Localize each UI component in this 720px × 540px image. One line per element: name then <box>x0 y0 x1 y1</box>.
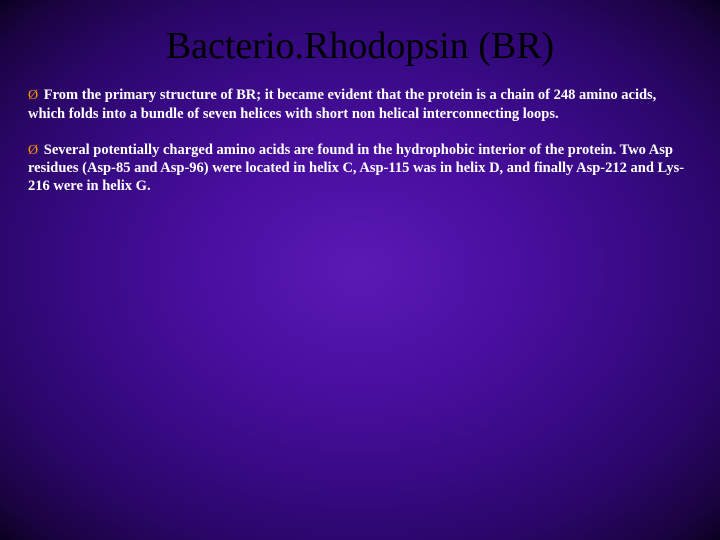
bullet-text: Several potentially charged amino acids … <box>28 142 684 195</box>
bullet-item: Ø Several potentially charged amino acid… <box>28 141 692 196</box>
slide-title: Bacterio.Rhodopsin (BR) <box>0 0 720 86</box>
bullet-item: Ø From the primary structure of BR; it b… <box>28 86 692 123</box>
bullet-marker-icon: Ø <box>28 143 38 158</box>
bullet-marker-icon: Ø <box>28 88 38 103</box>
slide-body: Ø From the primary structure of BR; it b… <box>0 86 720 195</box>
slide-container: Bacterio.Rhodopsin (BR) Ø From the prima… <box>0 0 720 540</box>
bullet-text: From the primary structure of BR; it bec… <box>28 87 656 122</box>
